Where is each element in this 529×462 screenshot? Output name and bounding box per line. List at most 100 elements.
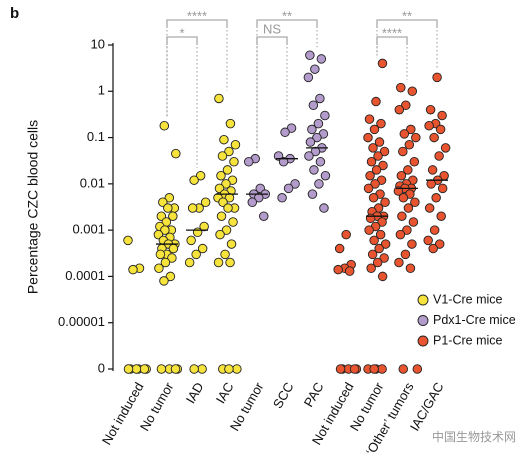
data-point (280, 127, 290, 138)
data-point (400, 249, 411, 260)
significance-bracket (256, 19, 318, 28)
data-point (186, 235, 196, 246)
data-point (165, 271, 176, 282)
data-point (407, 239, 417, 249)
data-point (214, 93, 224, 104)
y-tick-label: 0 (98, 360, 105, 375)
data-point (371, 96, 381, 107)
data-point (160, 257, 171, 268)
data-point (396, 82, 406, 93)
data-point (159, 121, 170, 131)
data-point (307, 189, 318, 199)
data-point (155, 249, 166, 260)
data-point (170, 364, 181, 374)
data-point (168, 211, 178, 221)
data-point (377, 58, 388, 69)
data-point (409, 157, 420, 167)
data-point (374, 137, 385, 147)
data-point (424, 121, 434, 131)
data-point (314, 179, 324, 189)
y-tick-label: 0.01 (80, 175, 105, 190)
data-point (394, 104, 405, 115)
data-point (277, 193, 287, 203)
data-point (363, 132, 373, 143)
data-point (435, 124, 446, 135)
significance-bracket (256, 36, 288, 45)
data-point (308, 100, 319, 110)
data-point (335, 364, 346, 374)
data-point (369, 364, 379, 374)
data-point (402, 225, 412, 235)
data-point (410, 197, 420, 208)
data-point (200, 197, 211, 208)
data-point (341, 229, 351, 240)
data-point (154, 263, 164, 274)
data-point (232, 364, 242, 374)
data-point (437, 183, 448, 194)
data-point (222, 165, 233, 175)
data-point (366, 263, 376, 274)
data-point (403, 165, 413, 175)
data-point (320, 110, 330, 121)
data-point (310, 64, 320, 74)
x-tick-label: PAC (301, 380, 327, 410)
data-point (221, 179, 231, 189)
significance-label: ** (282, 8, 292, 23)
data-point (312, 132, 322, 143)
data-point (313, 118, 324, 129)
data-point (395, 229, 406, 240)
data-point (425, 104, 436, 115)
data-point (377, 364, 387, 374)
data-point (184, 257, 195, 268)
data-point (307, 124, 317, 135)
data-point (223, 203, 233, 213)
data-point (364, 225, 374, 235)
data-point (278, 157, 289, 167)
data-point (369, 235, 379, 246)
x-tick-label: IAC (213, 380, 237, 406)
data-point (371, 165, 382, 175)
data-point (407, 86, 418, 97)
data-point (305, 50, 315, 61)
legend-label: P1-Cre mice (433, 333, 503, 347)
data-point (412, 364, 423, 374)
data-point (397, 211, 407, 221)
data-point (363, 183, 374, 194)
data-point (376, 118, 386, 129)
data-point (163, 203, 173, 213)
data-point (365, 170, 375, 181)
data-point (424, 203, 435, 213)
data-point (399, 129, 410, 139)
data-point (372, 257, 383, 268)
data-point (374, 243, 384, 254)
data-point (225, 257, 235, 268)
data-point (247, 197, 258, 208)
data-point (365, 213, 376, 224)
data-point (171, 148, 181, 159)
data-point (156, 364, 167, 374)
data-point (437, 110, 447, 121)
data-point (215, 229, 225, 240)
data-point (411, 132, 421, 143)
watermark: 中国生物技术网 (432, 429, 516, 444)
data-point (315, 93, 325, 104)
legend-label: Pdx1-Cre mice (433, 313, 516, 327)
data-point (290, 179, 300, 189)
data-point (229, 157, 239, 167)
data-point (368, 143, 378, 153)
data-point (396, 170, 407, 181)
x-tick-label: IAD (183, 380, 207, 406)
data-point (333, 264, 343, 275)
legend-marker (417, 335, 429, 347)
data-point (259, 211, 269, 221)
data-point (304, 151, 314, 161)
data-point (123, 364, 134, 374)
data-point (305, 137, 316, 147)
data-point (334, 243, 345, 254)
data-point (228, 217, 238, 227)
data-point (403, 203, 414, 213)
y-tick-label: 0.00001 (58, 314, 105, 329)
data-point (404, 139, 415, 150)
data-point (380, 239, 391, 249)
data-point (221, 225, 232, 235)
